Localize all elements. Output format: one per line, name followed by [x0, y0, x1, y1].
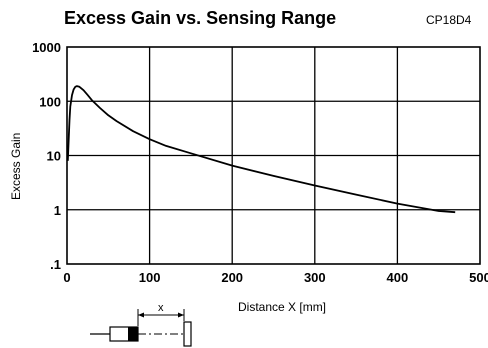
sensing-diagram: x — [90, 302, 192, 347]
dimension-label: x — [158, 302, 164, 314]
plot-frame — [66, 46, 481, 265]
series-line-excess-gain — [66, 85, 456, 214]
y-tick-label: .1 — [50, 257, 61, 272]
x-tick-label: 0 — [63, 270, 70, 285]
series-group — [66, 85, 456, 214]
x-tick-label: 100 — [139, 270, 161, 285]
x-tick-label: 300 — [304, 270, 326, 285]
y-axis-label: Excess Gain — [9, 133, 23, 200]
x-tick-label: 400 — [387, 270, 409, 285]
y-tick-label: 100 — [39, 94, 61, 109]
x-tick-label: 500 — [469, 270, 488, 285]
y-tick-label: 1000 — [32, 40, 61, 55]
sensor-face — [128, 327, 138, 341]
dimension-arrow-right — [178, 312, 184, 318]
target-object — [183, 321, 192, 347]
dimension-arrow-left — [138, 312, 144, 318]
y-tick-label: 1 — [54, 203, 61, 218]
x-tick-label: 200 — [221, 270, 243, 285]
grid — [67, 47, 480, 264]
model-number: CP18D4 — [426, 13, 472, 27]
x-tick-labels: 0 100 200 300 400 500 — [63, 270, 488, 285]
y-tick-labels: .1 1 10 100 1000 — [32, 40, 61, 272]
x-axis-label: Distance X [mm] — [238, 300, 326, 314]
chart-title: Excess Gain vs. Sensing Range — [64, 8, 336, 28]
y-tick-label: 10 — [47, 149, 61, 164]
